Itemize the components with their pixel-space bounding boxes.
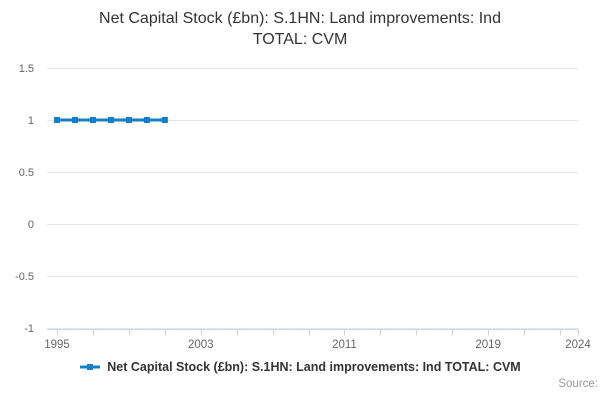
legend-label: Net Capital Stock (£bn): S.1HN: Land imp…: [107, 360, 521, 374]
svg-text:-0.5: -0.5: [15, 271, 34, 283]
svg-text:2019: 2019: [475, 339, 501, 351]
svg-text:1995: 1995: [44, 339, 70, 351]
chart-title-line2: TOTAL: CVM: [252, 31, 348, 48]
gridlines: [47, 68, 578, 329]
y-axis-labels: 1.5 1 0.5 0 -0.5 -1: [15, 63, 34, 335]
chart-title-line1: Net Capital Stock (£bn): S.1HN: Land imp…: [99, 10, 501, 27]
legend-item[interactable]: Net Capital Stock (£bn): S.1HN: Land imp…: [79, 360, 521, 374]
svg-text:0.5: 0.5: [19, 167, 34, 179]
x-axis-labels: 1995 2003 2011 2019 2024: [44, 339, 591, 351]
chart-title: Net Capital Stock (£bn): S.1HN: Land imp…: [0, 8, 600, 50]
svg-text:1.5: 1.5: [19, 63, 34, 75]
source-label: Source:: [558, 378, 598, 390]
svg-text:2024: 2024: [565, 339, 591, 351]
svg-text:-1: -1: [24, 323, 34, 335]
svg-text:1: 1: [28, 115, 34, 127]
series-marker-icon: [80, 364, 101, 370]
x-axis-ticks: [57, 329, 579, 336]
svg-text:2003: 2003: [188, 339, 214, 351]
legend: Net Capital Stock (£bn): S.1HN: Land imp…: [0, 360, 600, 374]
svg-text:2011: 2011: [332, 339, 357, 351]
svg-text:0: 0: [28, 219, 34, 231]
series-line: [54, 117, 168, 123]
